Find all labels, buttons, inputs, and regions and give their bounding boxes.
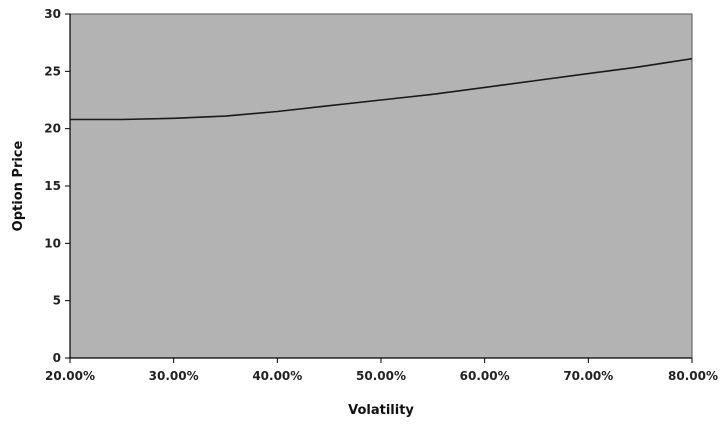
x-tick-label: 40.00% [252,369,302,383]
y-axis-title: Option Price [11,140,26,231]
y-tick-label: 15 [44,179,61,193]
y-tick-label: 10 [44,236,61,250]
series-line [70,57,693,121]
x-tick-label: 50.00% [356,369,406,383]
series-layer [70,57,693,121]
x-axis: 20.00% 30.00% 40.00% 50.00% 60.00% 70.00% 80.0… [45,357,718,383]
x-tick-label: 60.00% [460,369,510,383]
y-tick-label: 20 [44,122,61,136]
x-tick-label: 30.00% [149,369,199,383]
y-tick-label: 30 [44,7,61,21]
y-tick-label: 5 [53,294,61,308]
x-tick-label: 70.00% [563,369,613,383]
y-axis: 0 5 10 15 20 25 30 [44,7,71,365]
y-tick-label: 25 [44,64,61,78]
x-axis-title: Volatility [348,403,414,418]
x-tick-label: 20.00% [45,369,95,383]
y-tick-label: 0 [53,351,61,365]
x-tick-label: 80.00% [668,369,718,383]
plot-area [69,13,693,359]
